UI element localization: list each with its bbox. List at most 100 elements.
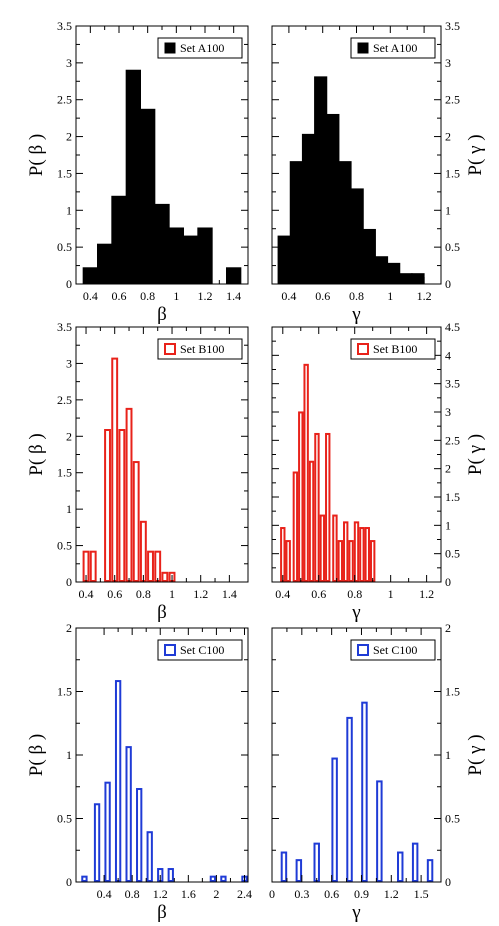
y-tick-label: 1.5 [445,166,460,180]
histogram-bar [313,842,320,883]
histogram-bar [343,521,349,582]
x-tick-label: 0.6 [311,587,326,601]
histogram-bar [369,540,376,582]
y-tick-label: 2 [445,130,451,144]
histogram-bar [97,243,113,285]
y-tick-label: 1 [445,203,451,217]
x-tick-label: 0.4 [97,887,112,901]
histogram-bar [364,527,370,582]
histogram-bar [374,256,389,285]
x-tick-label: 0.8 [140,289,155,303]
histogram-bar [319,514,326,582]
histogram-bar [314,76,328,285]
x-tick-label: 0.8 [125,887,140,901]
legend-label: Set C100 [373,643,417,657]
y-tick-label: 1 [66,748,72,762]
histogram-bar [301,133,316,285]
histogram-bar [292,471,299,582]
histogram-bar [350,188,364,285]
x-tick-label: 0.6 [324,887,339,901]
histogram-bar [314,432,320,583]
y-tick-label: 2 [445,621,451,635]
legend-label: Set B100 [180,342,224,356]
y-tick-label: 0.5 [57,240,72,254]
y-tick-label: 2.5 [445,433,460,447]
y-axis-label: P( γ ) [465,734,486,775]
histogram-bar [289,161,303,285]
y-tick-label: 2 [66,130,72,144]
histogram-bar [346,716,353,883]
y-tick-label: 3.5 [445,19,460,33]
panel-bottom-right: 0 0.3 0.6 0.9 1.2 1.5 0 0.5 1 1.5 2 γ P( γ ) Set C100 [269,621,486,923]
histogram-bar [114,680,122,882]
y-tick-label: 0 [66,875,72,889]
legend-label: Set A100 [373,41,417,55]
histogram-bar [209,875,217,883]
x-tick-label: 0.8 [347,587,362,601]
y-tick-label: 1.5 [445,490,460,504]
legend-swatch [164,343,176,355]
y-axis-label: P( β ) [26,734,47,776]
histogram-bar [426,859,434,883]
x-tick-label: 1 [387,289,393,303]
y-tick-label: 0 [66,575,72,589]
histogram-bar [111,195,127,285]
histogram-bar [325,432,331,583]
y-tick-label: 0.5 [445,547,460,561]
y-tick-label: 2 [445,462,451,476]
y-tick-label: 2 [66,621,72,635]
plot-frame [75,627,249,883]
x-tick-label: 0.4 [281,289,296,303]
histogram-bar [361,701,368,882]
histogram-bar [139,520,147,582]
y-tick-label: 0 [445,277,451,291]
x-tick-label: 1.2 [193,587,208,601]
y-tick-label: 2 [66,429,72,443]
x-tick-label: 2 [213,887,219,901]
histogram-bar [331,757,338,882]
histogram-bar [140,108,156,285]
histogram-bar [280,527,286,582]
histogram-bar [104,781,111,882]
histogram-bar [362,228,376,285]
y-tick-label: 1.5 [445,685,460,699]
y-tick-label: 1.5 [57,685,72,699]
histogram-bar [298,411,304,582]
x-tick-label: 1.2 [384,887,399,901]
y-tick-label: 3.5 [57,320,72,334]
histogram-bar [326,113,340,285]
x-tick-label: 1.4 [222,587,237,601]
x-tick-label: 0.8 [136,587,151,601]
histogram-bar [348,540,354,582]
x-tick-label: 1.2 [419,587,434,601]
y-tick-label: 0.5 [57,539,72,553]
histogram-bar [411,842,419,883]
legend-label: Set C100 [180,643,224,657]
x-tick-label: 0 [269,887,275,901]
legend-label: Set A100 [180,41,224,55]
histogram-bar [125,69,141,285]
x-tick-label: 2.4 [237,887,252,901]
x-tick-label: 0.4 [83,289,98,303]
histogram-bar [136,788,143,883]
panel-top-right: 0.4 0.6 0.8 1 1.2 0 0.5 1 1.5 2 2.5 3 3.5 γ P( γ ) Set … [271,19,486,325]
legend-swatch [357,644,369,656]
legend-label: Set B100 [373,342,417,356]
panel-bottom-left: 0.4 0.8 1.2 1.6 2 2.4 0 0.5 1 1.5 2 β P( β ) Set C100 [26,621,252,923]
x-tick-label: 1 [388,587,394,601]
x-tick-label: 0.6 [315,289,330,303]
histogram-bar [125,746,132,882]
histogram-bar [399,273,413,285]
y-tick-label: 2.5 [57,93,72,107]
y-tick-label: 3.5 [445,377,460,391]
x-axis-label: γ [351,902,360,923]
legend-box [350,639,436,661]
legend-box [350,338,436,360]
y-tick-label: 0 [445,575,451,589]
histogram-bar [303,363,309,583]
x-tick-label: 1 [169,587,175,601]
x-tick-label: 1.4 [226,289,241,303]
y-tick-label: 3 [445,405,451,419]
x-axis-label: γ [351,304,360,325]
